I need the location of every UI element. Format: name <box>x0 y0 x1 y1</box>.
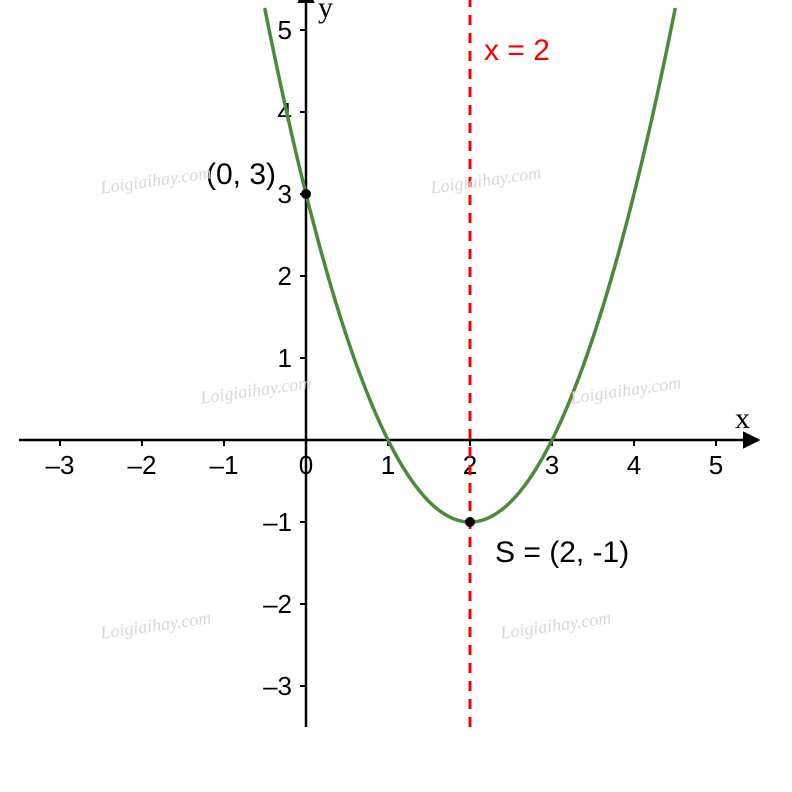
y-tick-label: 5 <box>278 15 292 45</box>
x-axis-label: x <box>735 402 750 435</box>
y-tick-label: 2 <box>278 261 292 291</box>
y-tick-label: –3 <box>263 671 292 701</box>
y-tick-label: 1 <box>278 343 292 373</box>
symmetry-label: x = 2 <box>484 34 550 67</box>
x-tick-label: 3 <box>545 450 559 480</box>
y-axis-label: y <box>318 0 333 24</box>
x-tick-label: –2 <box>128 450 157 480</box>
y-intercept-label: (0, 3) <box>206 158 276 191</box>
y-tick-label: –2 <box>263 589 292 619</box>
chart-container: xy–3–2–1012345–3–2–112345x = 2(0, 3)S = … <box>0 0 792 792</box>
x-tick-label: –1 <box>210 450 239 480</box>
chart-svg: xy–3–2–1012345–3–2–112345x = 2(0, 3)S = … <box>0 0 792 792</box>
vertex-label: S = (2, -1) <box>495 536 629 569</box>
x-tick-label: 5 <box>709 450 723 480</box>
x-tick-label: 4 <box>627 450 641 480</box>
y-tick-label: –1 <box>263 507 292 537</box>
vertex-point <box>465 517 475 527</box>
x-tick-label: 1 <box>381 450 395 480</box>
x-tick-label: –3 <box>46 450 75 480</box>
y-intercept-point <box>301 189 311 199</box>
x-tick-label: 0 <box>299 450 313 480</box>
y-tick-label: 3 <box>278 179 292 209</box>
